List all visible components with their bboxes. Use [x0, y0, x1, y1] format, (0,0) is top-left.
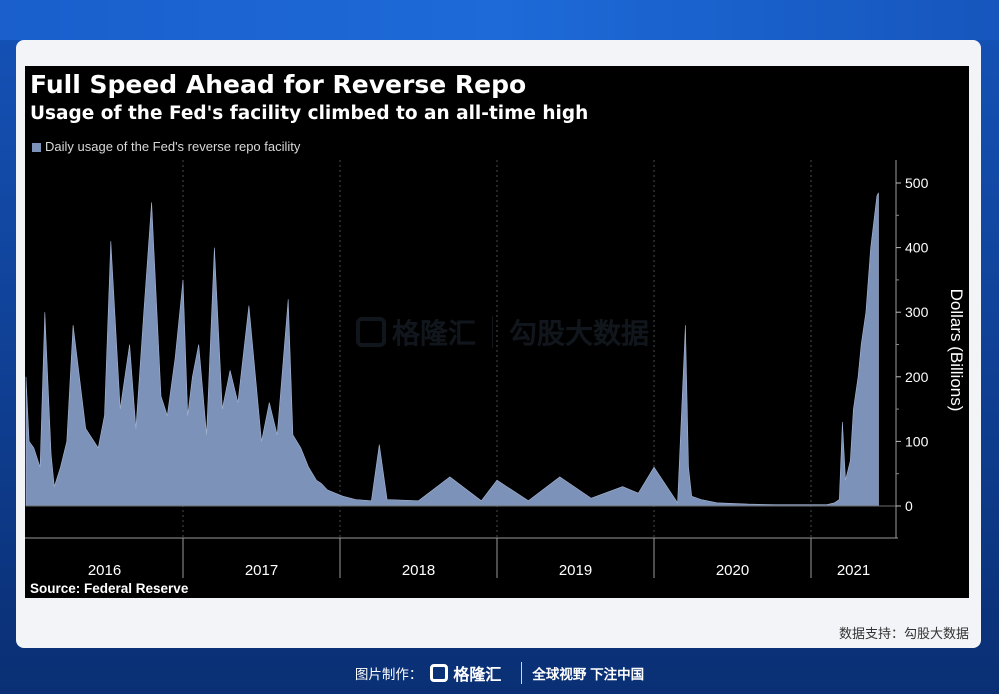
- data-support-label: 数据支持：勾股大数据: [838, 626, 969, 641]
- axes: 0 100 200 300 400 500 Dollars (Billions) 2016 20…: [25, 160, 966, 579]
- x-tick-label: 2017: [245, 562, 278, 579]
- x-tick-label: 2019: [559, 562, 592, 579]
- usage-area: [25, 192, 879, 507]
- footer: 图片制作： 格隆汇 全球视野 下注中国: [0, 656, 999, 690]
- y-tick-label: 300: [905, 304, 929, 320]
- watermark-logo-icon: [356, 317, 386, 347]
- footer-slogan: 全球视野 下注中国: [532, 667, 645, 682]
- legend-label: Daily usage of the Fed's reverse repo fa…: [45, 139, 301, 154]
- watermark-divider: [492, 316, 494, 348]
- footer-logo-icon: [430, 664, 449, 682]
- x-tick-label: 2020: [716, 562, 749, 579]
- footer-logo-text: 格隆汇: [453, 667, 502, 684]
- legend-swatch: [32, 142, 41, 152]
- chart-subtitle: Usage of the Fed's facility climbed to a…: [30, 103, 589, 124]
- y-tick-label: 0: [905, 498, 913, 514]
- y-tick-label: 500: [905, 175, 929, 191]
- chart-source: Source: Federal Reserve: [30, 581, 189, 596]
- footer-logo: 格隆汇: [430, 661, 501, 685]
- y-axis-label: Dollars (Billions): [947, 289, 966, 412]
- chart-legend: Daily usage of the Fed's reverse repo fa…: [32, 139, 300, 155]
- top-banner: [0, 0, 999, 40]
- y-tick-label: 400: [905, 240, 929, 256]
- x-tick-label: 2021: [837, 562, 870, 579]
- footer-made-by: 图片制作：: [354, 667, 423, 682]
- watermark: 格隆汇 勾股大数据: [356, 312, 649, 352]
- series-area: [25, 192, 879, 507]
- chart-title: Full Speed Ahead for Reverse Repo: [30, 70, 527, 99]
- footer-divider: [521, 662, 523, 684]
- x-tick-label: 2018: [402, 562, 435, 579]
- x-tick-label: 2016: [88, 562, 121, 579]
- watermark-brand: 格隆汇: [392, 318, 477, 349]
- y-tick-label: 200: [905, 369, 929, 385]
- y-tick-label: 100: [905, 433, 929, 449]
- watermark-product: 勾股大数据: [509, 318, 650, 349]
